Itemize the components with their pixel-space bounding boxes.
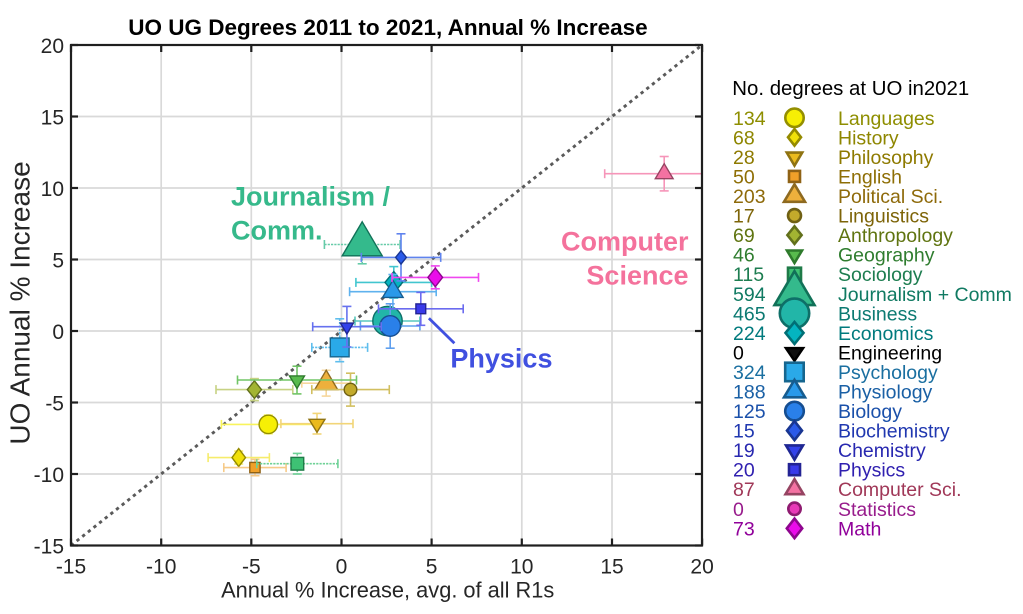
svg-text:5: 5 — [52, 250, 64, 273]
svg-text:15: 15 — [41, 107, 64, 130]
svg-text:Languages: Languages — [838, 108, 935, 130]
svg-text:Statistics: Statistics — [838, 499, 916, 521]
svg-text:Physiology: Physiology — [838, 382, 933, 404]
svg-text:5: 5 — [426, 556, 438, 579]
svg-text:-5: -5 — [242, 556, 261, 579]
svg-text:Business: Business — [838, 303, 917, 325]
svg-text:Science: Science — [586, 260, 688, 290]
svg-text:-10: -10 — [34, 464, 64, 487]
svg-text:Computer: Computer — [561, 227, 689, 257]
svg-text:134: 134 — [733, 108, 766, 130]
svg-text:-15: -15 — [34, 536, 64, 559]
svg-text:125: 125 — [733, 401, 766, 423]
svg-text:20: 20 — [733, 460, 755, 482]
svg-text:19: 19 — [733, 440, 755, 462]
svg-text:English: English — [838, 166, 902, 188]
svg-text:Physics: Physics — [838, 460, 905, 482]
svg-text:69: 69 — [733, 225, 755, 247]
svg-text:20: 20 — [690, 556, 713, 579]
svg-text:115: 115 — [733, 264, 764, 286]
svg-text:188: 188 — [733, 382, 766, 404]
svg-text:46: 46 — [733, 245, 755, 267]
svg-text:Journalism + Comm: Journalism + Comm — [838, 284, 1012, 306]
svg-text:15: 15 — [733, 421, 755, 443]
svg-text:224: 224 — [733, 323, 766, 345]
svg-text:203: 203 — [733, 186, 766, 208]
svg-text:Economics: Economics — [838, 323, 934, 345]
svg-text:Political Sci.: Political Sci. — [838, 186, 943, 208]
svg-text:Physics: Physics — [450, 344, 552, 374]
svg-text:Psychology: Psychology — [838, 362, 938, 384]
svg-text:Math: Math — [838, 518, 881, 540]
svg-text:Computer Sci.: Computer Sci. — [838, 479, 962, 501]
svg-text:87: 87 — [733, 479, 755, 501]
svg-text:Philosophy: Philosophy — [838, 147, 934, 169]
svg-text:10: 10 — [41, 178, 64, 201]
svg-text:UO Annual % Increase: UO Annual % Increase — [4, 161, 35, 444]
svg-text:0: 0 — [733, 342, 744, 364]
svg-text:No. degrees at UO in2021: No. degrees at UO in2021 — [732, 78, 969, 100]
svg-text:Sociology: Sociology — [838, 264, 923, 286]
svg-text:-5: -5 — [45, 393, 64, 416]
svg-text:Comm.: Comm. — [231, 216, 323, 246]
svg-text:0: 0 — [336, 556, 348, 579]
svg-text:Geography: Geography — [838, 245, 935, 267]
svg-text:-10: -10 — [146, 556, 176, 579]
svg-text:0: 0 — [733, 499, 744, 521]
svg-text:Biology: Biology — [838, 401, 902, 423]
svg-text:Chemistry: Chemistry — [838, 440, 926, 462]
svg-text:Journalism /: Journalism / — [231, 182, 391, 212]
svg-text:Annual % Increase, avg. of all: Annual % Increase, avg. of all R1s — [221, 578, 554, 603]
svg-text:15: 15 — [600, 556, 623, 579]
svg-text:Engineering: Engineering — [838, 342, 942, 364]
svg-text:17: 17 — [733, 206, 755, 228]
svg-text:0: 0 — [52, 321, 64, 344]
svg-text:UO UG Degrees 2011 to 2021, An: UO UG Degrees 2011 to 2021, Annual % Inc… — [128, 15, 647, 40]
svg-text:324: 324 — [733, 362, 766, 384]
svg-text:History: History — [838, 127, 899, 149]
svg-text:Linguistics: Linguistics — [838, 206, 929, 228]
svg-text:594: 594 — [733, 284, 766, 306]
svg-text:50: 50 — [733, 166, 755, 188]
svg-text:73: 73 — [733, 518, 755, 540]
svg-text:10: 10 — [510, 556, 533, 579]
svg-text:-15: -15 — [56, 556, 86, 579]
svg-text:28: 28 — [733, 147, 755, 169]
svg-text:Biochemistry: Biochemistry — [838, 421, 950, 443]
svg-text:Anthropology: Anthropology — [838, 225, 953, 247]
svg-text:465: 465 — [733, 303, 766, 325]
svg-text:20: 20 — [41, 35, 64, 58]
svg-text:68: 68 — [733, 127, 755, 149]
